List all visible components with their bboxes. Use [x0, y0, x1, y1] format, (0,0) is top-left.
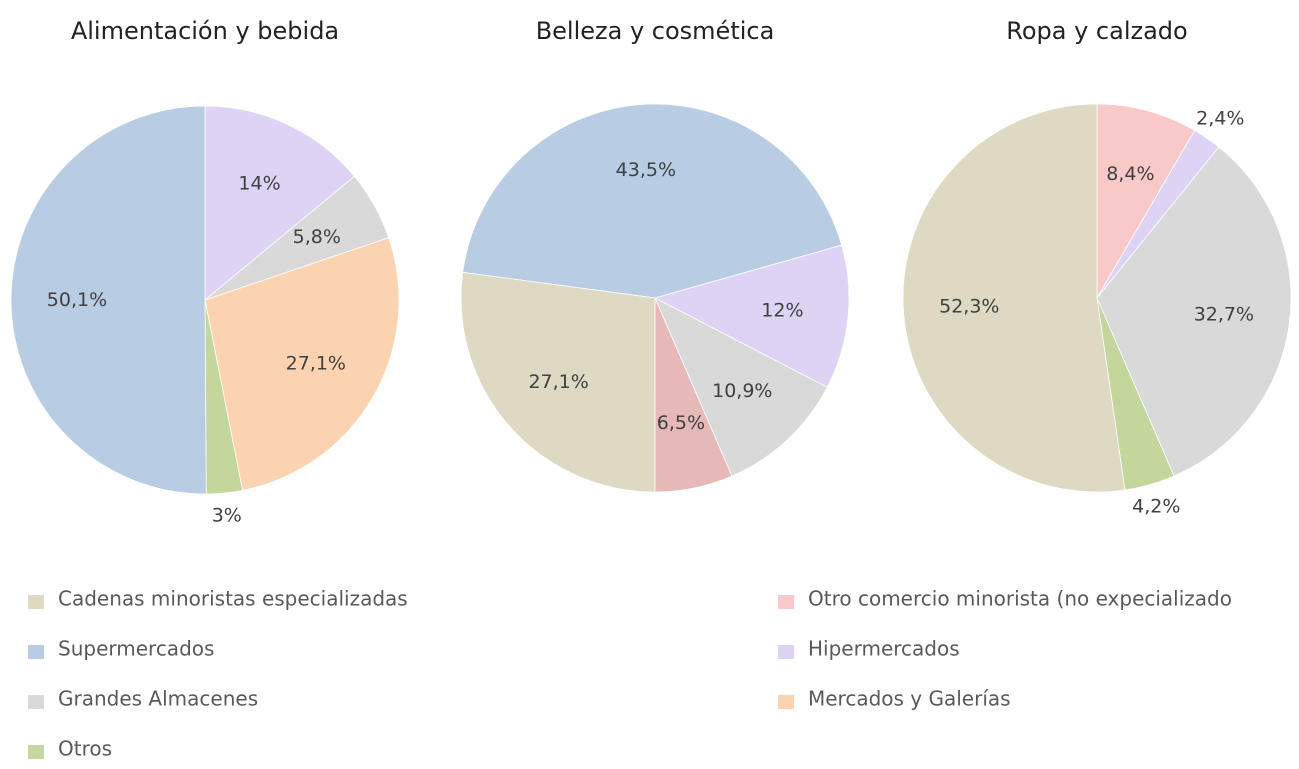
- legend-label: Otro comercio minorista (no expecializad…: [808, 587, 1232, 611]
- chart-title: Alimentación y bebida: [71, 17, 339, 45]
- slice-label: 27,1%: [286, 353, 346, 375]
- pie-slice: [1096, 103, 1196, 300]
- slice-label: 27,1%: [528, 371, 588, 393]
- slice-label: 8,4%: [1106, 163, 1154, 185]
- pie-slice: [204, 237, 400, 491]
- legend-label: Cadenas minoristas especializadas: [58, 587, 408, 611]
- pie-slice: [654, 297, 828, 477]
- legend-swatch: [778, 645, 794, 659]
- legend-swatch: [28, 745, 44, 759]
- legend-swatch: [778, 595, 794, 609]
- legend-swatch: [778, 695, 794, 709]
- chart-title: Belleza y cosmética: [536, 17, 775, 45]
- slice-label: 43,5%: [616, 159, 676, 181]
- pie-slice: [902, 103, 1126, 493]
- pie-slice: [10, 105, 207, 495]
- pie-slice: [462, 103, 843, 299]
- legend-label: Hipermercados: [808, 637, 960, 661]
- slice-label: 14%: [238, 173, 280, 195]
- slice-label: 5,8%: [293, 226, 341, 248]
- pie-slice: [460, 271, 656, 493]
- legend-swatch: [28, 695, 44, 709]
- slice-label: 12%: [761, 299, 803, 321]
- pie-slice: [1096, 146, 1292, 477]
- chart-title: Ropa y calzado: [1006, 17, 1187, 45]
- legend-label: Mercados y Galerías: [808, 687, 1011, 711]
- slice-label: 4,2%: [1132, 496, 1180, 518]
- pie-slice: [204, 105, 356, 301]
- slice-label: 3%: [212, 505, 242, 527]
- legend-swatch: [28, 645, 44, 659]
- slice-label: 32,7%: [1194, 304, 1254, 326]
- slice-label: 2,4%: [1196, 108, 1244, 130]
- slice-label: 6,5%: [657, 412, 705, 434]
- pie-slice: [653, 244, 850, 388]
- slice-label: 50,1%: [47, 289, 107, 311]
- legend-label: Otros: [58, 737, 112, 761]
- slice-label: 10,9%: [712, 380, 772, 402]
- slice-label: 52,3%: [939, 296, 999, 318]
- legend-label: Grandes Almacenes: [58, 687, 258, 711]
- legend-swatch: [28, 595, 44, 609]
- legend-label: Supermercados: [58, 637, 214, 661]
